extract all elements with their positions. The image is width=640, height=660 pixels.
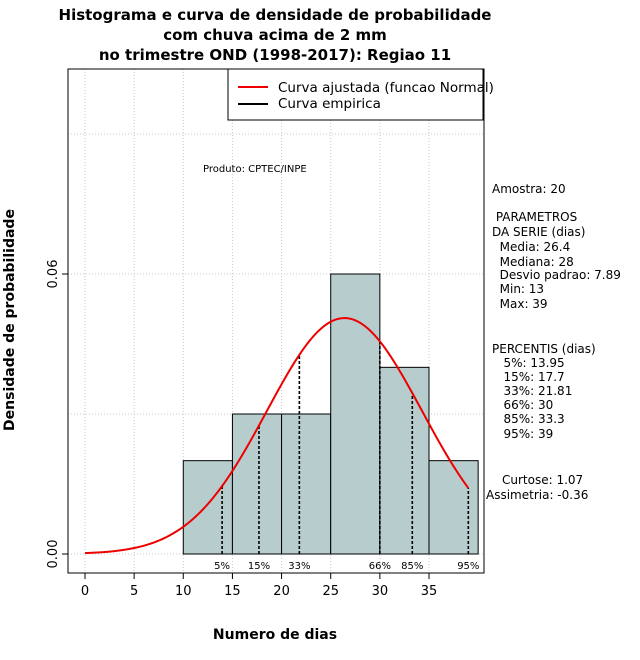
percentile-label: 15% [248, 561, 270, 572]
y-tick-label: 0.00 [46, 540, 61, 569]
x-tick-label: 5 [130, 584, 138, 599]
assimetria: Assimetria: -0.36 [486, 488, 588, 502]
y-axis: 0.00 0.06 [46, 260, 69, 569]
param-max: Max: 39 [492, 297, 548, 311]
title-line-2: com chuva acima de 2 mm [163, 26, 387, 44]
x-tick-label: 25 [322, 584, 339, 599]
histogram-bar [379, 366, 430, 555]
param-min: Min: 13 [492, 282, 544, 296]
x-axis: 0 5 10 15 20 25 30 35 [81, 572, 438, 599]
x-tick-label: 15 [224, 584, 241, 599]
histogram-bar [428, 460, 479, 555]
pct-5: 5%: 13.95 [492, 356, 565, 370]
percentile-label: 33% [288, 561, 310, 572]
percentile-label: 66% [369, 561, 391, 572]
x-tick-label: 20 [273, 584, 290, 599]
statistics-panel: Amostra: 20 PARAMETROS DA SERIE (dias) M… [486, 182, 621, 502]
histogram-bar [330, 273, 381, 555]
legend: Curva ajustada (funcao Normal) Curva emp… [227, 68, 494, 121]
pct-33: 33%: 21.81 [492, 384, 572, 398]
pct-95: 95%: 39 [492, 427, 553, 441]
x-axis-label: Numero de dias [213, 627, 337, 643]
legend-box [227, 68, 484, 121]
histogram-bar [231, 413, 283, 555]
param-desvio: Desvio padrao: 7.89 [492, 268, 621, 282]
title-line-3: no trimestre OND (1998-2017): Regiao 11 [99, 46, 451, 64]
param-mediana: Mediana: 28 [492, 255, 574, 269]
histogram-bar [182, 460, 233, 555]
legend-label-empirical: Curva empirica [278, 96, 381, 112]
percentile-lines [221, 341, 470, 554]
percentile-labels: 5% 15% 33% 66% 85% 95% [214, 561, 479, 572]
percentile-label: 5% [214, 561, 230, 572]
normal-curve [84, 317, 470, 555]
histogram-bar [281, 413, 332, 555]
sample-size: Amostra: 20 [492, 182, 566, 196]
product-annotation: Produto: CPTEC/INPE [203, 164, 307, 175]
chart-title: Histograma e curva de densidade de proba… [59, 6, 492, 64]
percentile-label: 95% [457, 561, 479, 572]
pct-15: 15%: 17.7 [492, 370, 565, 384]
param-media: Media: 26.4 [492, 240, 570, 254]
y-axis-label: Densidade de probabilidade [2, 209, 18, 431]
y-tick-label: 0.06 [46, 260, 61, 289]
x-tick-label: 30 [372, 584, 389, 599]
percentile-label: 85% [401, 561, 423, 572]
pct-85: 85%: 33.3 [492, 412, 565, 426]
title-line-1: Histograma e curva de densidade de proba… [59, 6, 492, 24]
params-title-2: DA SERIE (dias) [492, 225, 585, 239]
pct-66: 66%: 30 [492, 398, 553, 412]
x-tick-label: 35 [421, 584, 438, 599]
percentiles-title: PERCENTIS (dias) [492, 342, 596, 356]
histogram-bars [182, 273, 479, 555]
x-tick-label: 10 [175, 584, 192, 599]
legend-label-fitted: Curva ajustada (funcao Normal) [278, 80, 494, 96]
params-title-1: PARAMETROS [492, 210, 577, 224]
x-tick-label: 0 [81, 584, 89, 599]
curtose: Curtose: 1.07 [502, 473, 583, 487]
